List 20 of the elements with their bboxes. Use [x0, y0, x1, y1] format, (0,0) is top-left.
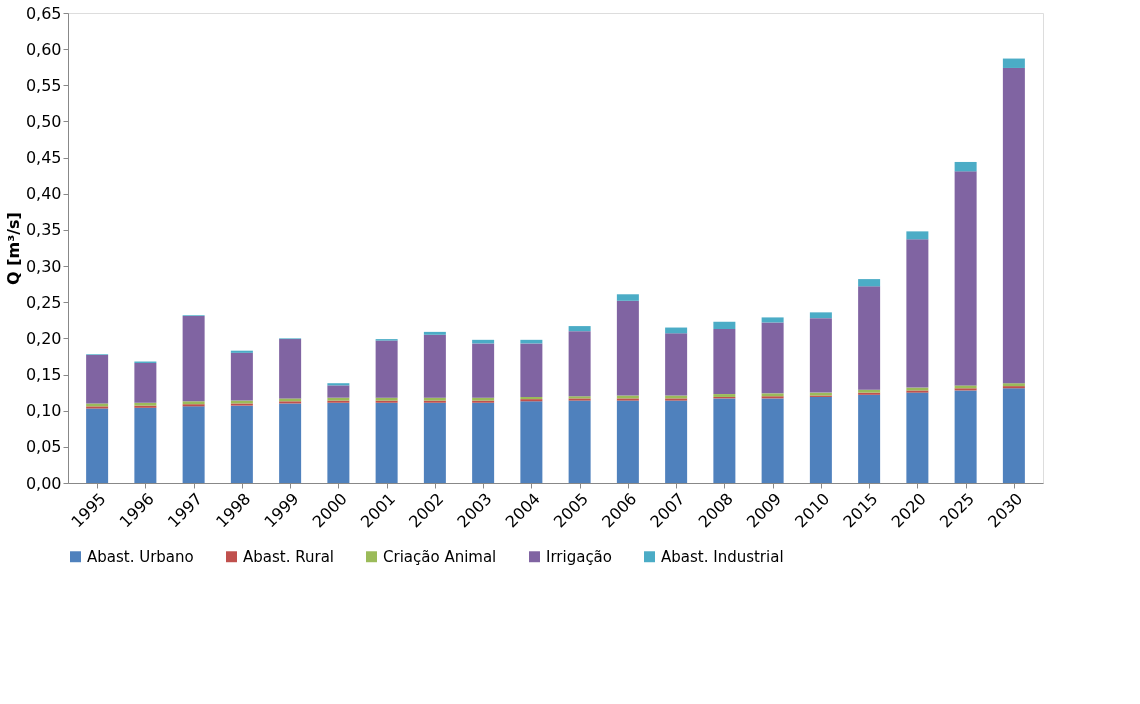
legend-label: Abast. Rural [243, 547, 334, 566]
y-tick-label: 0,15 [25, 365, 62, 385]
legend-label: Criação Animal [383, 547, 497, 566]
y-tick-label: 0,25 [25, 292, 62, 312]
y-tick-label: 0,30 [25, 256, 62, 276]
y-tick-label: 0,60 [25, 39, 62, 59]
y-tick-label: 0,55 [25, 75, 62, 95]
y-tick-label: 0,65 [25, 3, 62, 23]
legend-label: Irrigação [546, 547, 612, 566]
y-tick-label: 0,40 [25, 184, 62, 204]
y-tick-label: 0,10 [25, 401, 62, 421]
y-tick-label: 0,05 [25, 437, 62, 457]
y-tick-label: 0,00 [25, 473, 62, 493]
legend-label: Abast. Industrial [661, 547, 784, 566]
y-tick-label: 0,35 [25, 220, 62, 240]
y-tick-label: 0,50 [25, 111, 62, 131]
y-tick-label: 0,20 [25, 328, 62, 348]
y-tick-label: 0,45 [25, 148, 62, 168]
y-axis-title: Q [m³/s] [3, 212, 23, 285]
legend-label: Abast. Urbano [87, 547, 194, 566]
